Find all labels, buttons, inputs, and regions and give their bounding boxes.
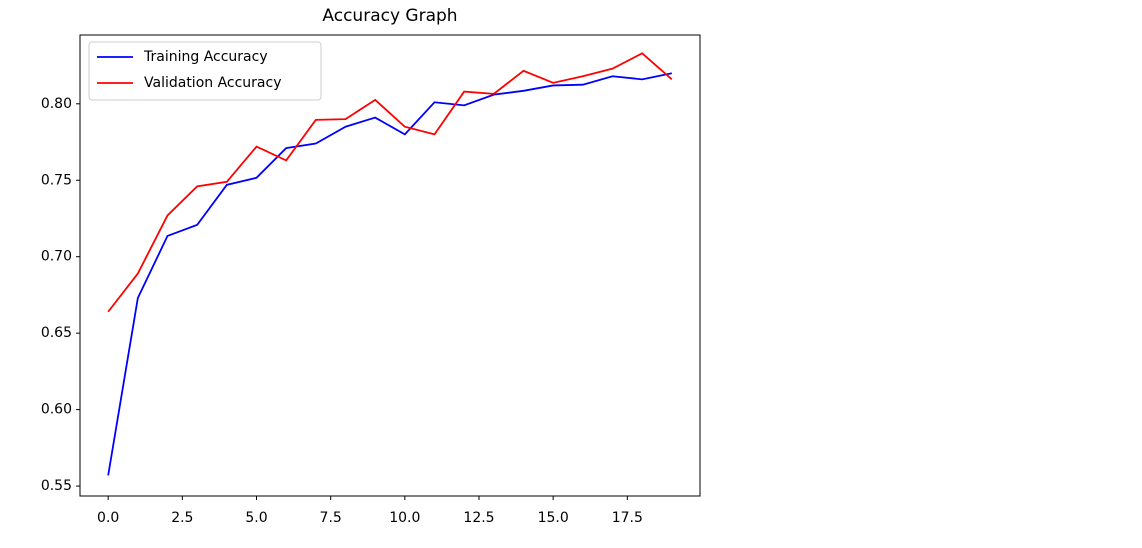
- legend-label: Validation Accuracy: [144, 75, 282, 91]
- y-tick-label: 0.65: [41, 325, 72, 341]
- chart-title: Accuracy Graph: [322, 6, 457, 26]
- x-tick-label: 17.5: [612, 510, 643, 526]
- x-tick-label: 7.5: [320, 510, 342, 526]
- x-tick-label: 15.0: [538, 510, 569, 526]
- y-tick-label: 0.75: [41, 172, 72, 188]
- y-tick-label: 0.60: [41, 402, 72, 418]
- x-tick-label: 2.5: [171, 510, 193, 526]
- y-tick-label: 0.80: [41, 96, 72, 112]
- x-tick-label: 0.0: [97, 510, 119, 526]
- x-tick-label: 12.5: [463, 510, 494, 526]
- data-line: [107, 52, 673, 313]
- x-tick-label: 5.0: [245, 510, 267, 526]
- y-tick-label: 0.55: [41, 478, 72, 494]
- data-line: [107, 72, 672, 476]
- legend-label: Training Accuracy: [143, 49, 268, 65]
- legend-box: [88, 41, 322, 101]
- y-tick-label: 0.70: [41, 249, 72, 265]
- plot-frame: [79, 34, 701, 497]
- x-tick-label: 10.0: [389, 510, 420, 526]
